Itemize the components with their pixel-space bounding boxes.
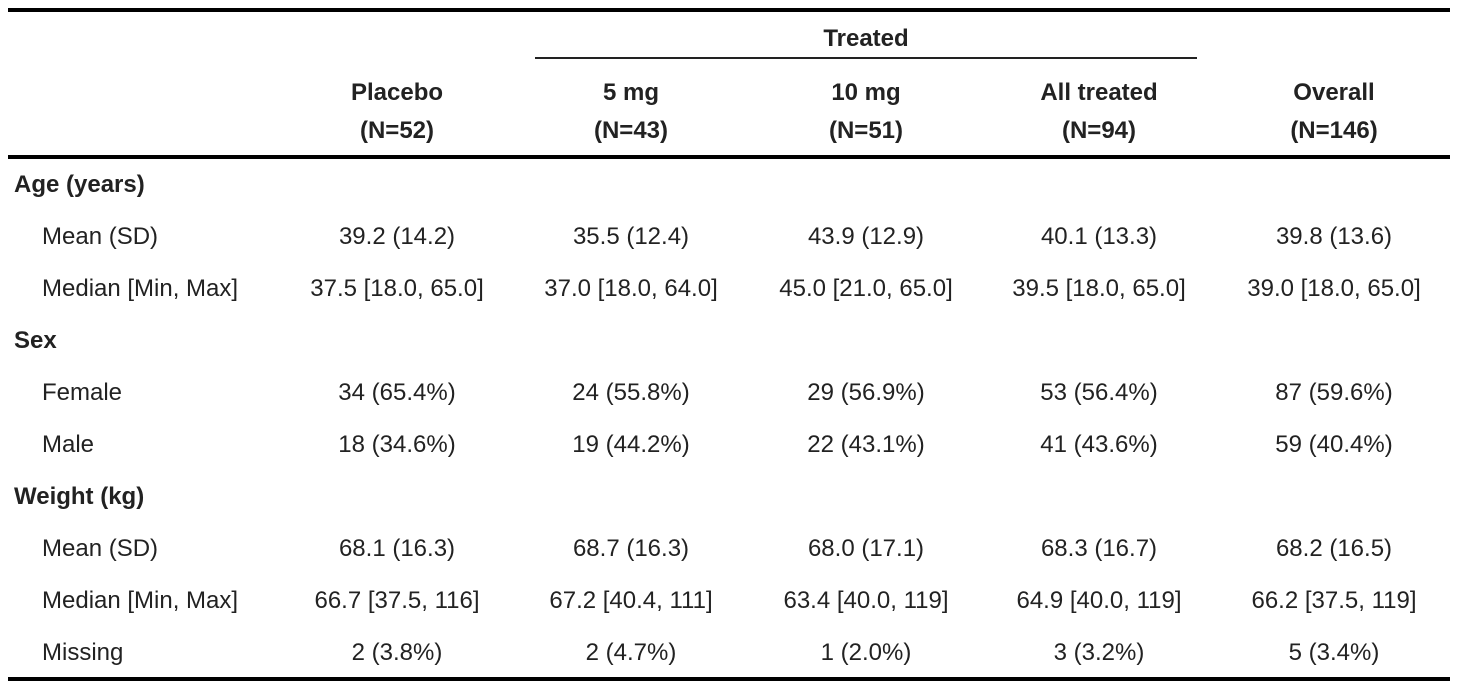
table-cell: 18 (34.6%) — [338, 431, 456, 458]
row-label: Mean (SD) — [42, 535, 159, 562]
table-cell: 68.1 (16.3) — [338, 535, 456, 562]
table-cell: 19 (44.2%) — [572, 431, 690, 458]
table-cell: 1 (2.0%) — [820, 639, 912, 666]
table-cell: 37.5 [18.0, 65.0] — [310, 275, 484, 302]
row-label: Female — [42, 379, 123, 406]
table-cell: 66.7 [37.5, 116] — [314, 587, 480, 614]
table-cell: 68.3 (16.7) — [1040, 535, 1158, 562]
table-cell: 67.2 [40.4, 111] — [549, 587, 713, 614]
column-header-overall: Overall — [1293, 79, 1375, 106]
table-cell: 29 (56.9%) — [807, 379, 925, 406]
section-title-sex: Sex — [14, 327, 57, 354]
table-cell: 68.7 (16.3) — [572, 535, 690, 562]
treated-spanner-label: Treated — [823, 25, 909, 52]
column-header-all-treated: All treated — [1040, 79, 1158, 106]
table-cell: 39.0 [18.0, 65.0] — [1247, 275, 1421, 302]
row-label: Median [Min, Max] — [42, 275, 239, 302]
table-cell: 59 (40.4%) — [1275, 431, 1393, 458]
table-cell: 2 (3.8%) — [351, 639, 443, 666]
row-label: Median [Min, Max] — [42, 587, 239, 614]
table-cell: 2 (4.7%) — [585, 639, 677, 666]
table-cell: 40.1 (13.3) — [1040, 223, 1158, 250]
table-cell: 64.9 [40.0, 119] — [1016, 587, 1182, 614]
table-header-rule — [8, 155, 1450, 159]
table-cell: 34 (65.4%) — [338, 379, 456, 406]
table-cell: 37.0 [18.0, 64.0] — [544, 275, 718, 302]
section-title-age: Age (years) — [14, 171, 145, 198]
table-cell: 68.0 (17.1) — [807, 535, 925, 562]
row-label: Male — [42, 431, 95, 458]
table-cell: 41 (43.6%) — [1040, 431, 1158, 458]
column-n-placebo: (N=52) — [359, 117, 435, 144]
section-title-weight: Weight (kg) — [14, 483, 145, 510]
table-cell: 45.0 [21.0, 65.0] — [779, 275, 953, 302]
table-cell: 39.2 (14.2) — [338, 223, 456, 250]
table-cell: 22 (43.1%) — [807, 431, 925, 458]
column-header-placebo: Placebo — [350, 79, 444, 106]
table-cell: 39.5 [18.0, 65.0] — [1012, 275, 1186, 302]
table-cell: 43.9 (12.9) — [807, 223, 925, 250]
table-cell: 39.8 (13.6) — [1275, 223, 1393, 250]
treated-spanner-rule — [535, 57, 1197, 59]
table-cell: 3 (3.2%) — [1053, 639, 1145, 666]
column-header-5mg: 5 mg — [602, 79, 660, 106]
table-cell: 87 (59.6%) — [1275, 379, 1393, 406]
column-n-5mg: (N=43) — [593, 117, 669, 144]
table-cell: 66.2 [37.5, 119] — [1251, 587, 1417, 614]
table-cell: 53 (56.4%) — [1040, 379, 1158, 406]
table-bottom-rule — [8, 677, 1450, 681]
table-cell: 24 (55.8%) — [572, 379, 690, 406]
column-n-overall: (N=146) — [1290, 117, 1378, 144]
table-cell: 5 (3.4%) — [1288, 639, 1380, 666]
column-n-all-treated: (N=94) — [1061, 117, 1137, 144]
column-n-10mg: (N=51) — [828, 117, 904, 144]
row-label: Mean (SD) — [42, 223, 159, 250]
table-cell: 68.2 (16.5) — [1275, 535, 1393, 562]
column-header-10mg: 10 mg — [831, 79, 901, 106]
table-cell: 35.5 (12.4) — [572, 223, 690, 250]
row-label: Missing — [42, 639, 124, 666]
table-cell: 63.4 [40.0, 119] — [783, 587, 949, 614]
table-top-rule — [8, 8, 1450, 12]
